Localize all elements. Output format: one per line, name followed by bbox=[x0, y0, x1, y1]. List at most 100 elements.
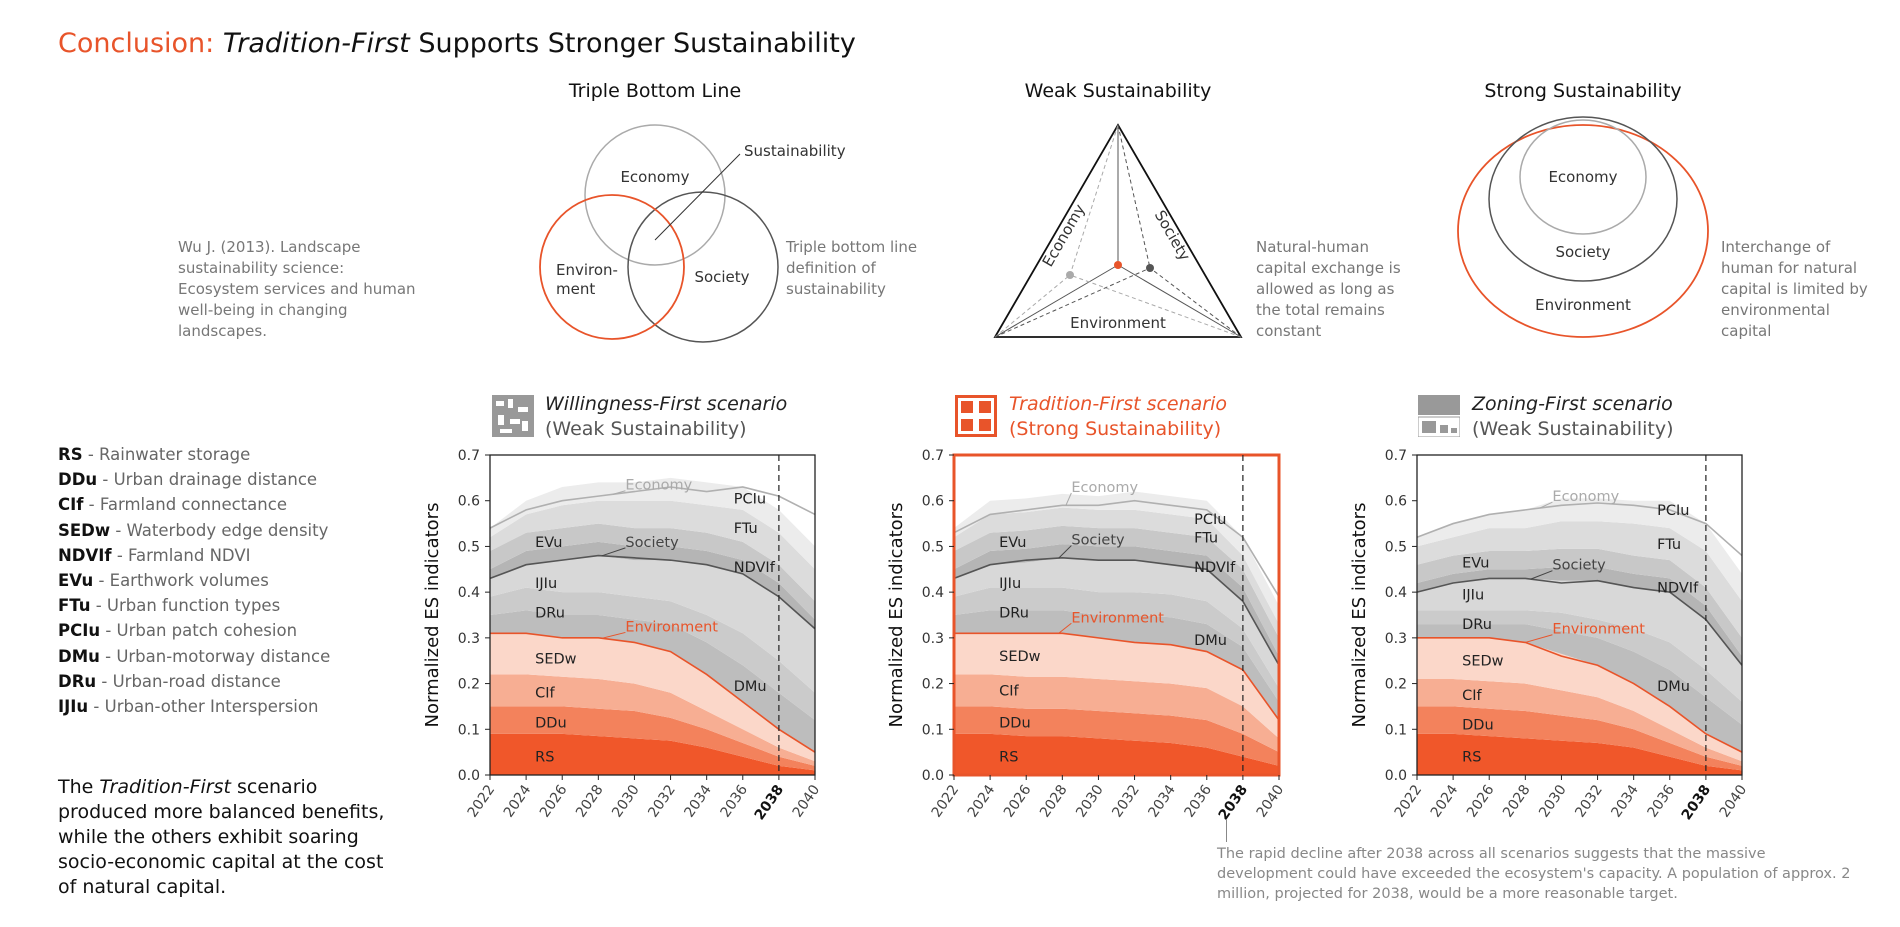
area-NDVIf bbox=[1417, 567, 1742, 666]
series-label-society: Society bbox=[625, 535, 679, 551]
area-DMu bbox=[490, 610, 815, 753]
area-DDu bbox=[1417, 706, 1742, 771]
y-tick-label: 0.6 bbox=[922, 494, 944, 510]
concept-diagrams: Economy Environ- ment Society Sustainabi… bbox=[539, 116, 1709, 343]
y-tick-label: 0.1 bbox=[922, 722, 944, 738]
tbl-environment-label-2: ment bbox=[556, 280, 595, 298]
legend-item: FTu - Urban function types bbox=[58, 596, 281, 616]
plot-frame bbox=[952, 453, 1281, 777]
series-label-society: Society bbox=[1071, 533, 1125, 549]
series-label-evu: EVu bbox=[999, 535, 1026, 551]
indicator-legend: RS - Rainwater storage DDu - Urban drain… bbox=[58, 442, 330, 719]
series-label-pciu: PCIu bbox=[734, 491, 766, 507]
series-label-rs: RS bbox=[999, 750, 1018, 766]
x-tick-label: 2026 bbox=[537, 782, 571, 820]
x-tick-label: 2034 bbox=[1608, 782, 1642, 820]
conclusion-text: The Tradition-First scenario produced mo… bbox=[58, 776, 385, 898]
line-society bbox=[953, 557, 1280, 666]
series-label-sedw: SEDw bbox=[1462, 654, 1504, 670]
tbl-sustainability-label: Sustainability bbox=[744, 142, 846, 160]
x-tick-label: 2032 bbox=[1109, 782, 1143, 820]
series-label-ftu: FTu bbox=[734, 521, 758, 537]
series-label-ndvif: NDVIf bbox=[734, 560, 776, 576]
y-tick-label: 0.1 bbox=[1385, 722, 1407, 738]
area-IJIu bbox=[490, 555, 815, 693]
y-tick-label: 0.7 bbox=[458, 448, 480, 464]
leader-line-economy bbox=[1539, 501, 1553, 509]
area-DMu bbox=[954, 610, 1279, 721]
area-DDu bbox=[490, 706, 815, 771]
series-label-evu: EVu bbox=[1462, 555, 1489, 571]
strong-economy-label: Economy bbox=[1548, 168, 1617, 186]
leader-line-economy bbox=[612, 490, 626, 495]
area-FTu bbox=[490, 500, 815, 602]
x-tick-label: 2040 bbox=[1717, 782, 1751, 820]
scenario-header-tradition: Tradition-First scenario (Strong Sustain… bbox=[1009, 393, 1228, 440]
x-tick-label: 2034 bbox=[681, 782, 715, 820]
weak-society-label: Society bbox=[1151, 207, 1194, 264]
series-label-ndvif: NDVIf bbox=[1657, 581, 1699, 597]
x-tick-label: 2022 bbox=[929, 782, 963, 820]
line-environment bbox=[490, 632, 816, 753]
weak-sustainability-diagram: Economy Society Environment bbox=[993, 123, 1243, 338]
series-label-ftu: FTu bbox=[1194, 530, 1218, 546]
tbl-environment-label-1: Environ- bbox=[556, 261, 618, 279]
tradition-scenario-icon bbox=[955, 395, 997, 437]
series-label-dmu: DMu bbox=[1657, 679, 1690, 695]
line-economy bbox=[1416, 502, 1743, 557]
series-label-cif: CIf bbox=[1462, 688, 1482, 704]
legend-item: CIf - Farmland connectance bbox=[58, 495, 287, 515]
y-tick-label: 0.6 bbox=[1385, 494, 1407, 510]
y-tick-label: 0.5 bbox=[922, 539, 944, 555]
y-tick-label: 0.7 bbox=[1385, 448, 1407, 464]
series-label-dmu: DMu bbox=[734, 679, 767, 695]
plot-frame bbox=[1416, 454, 1743, 776]
area-SEDw bbox=[954, 633, 1279, 739]
y-tick-label: 0.2 bbox=[1385, 677, 1407, 693]
footnote-pointer bbox=[1226, 820, 1227, 842]
series-label-economy: Economy bbox=[1552, 489, 1619, 505]
area-EVu bbox=[490, 523, 815, 620]
series-label-dru: DRu bbox=[1462, 617, 1492, 633]
plot-frame bbox=[489, 454, 816, 776]
x-tick-label: 2036 bbox=[718, 782, 752, 820]
y-tick-label: 0.1 bbox=[458, 722, 480, 738]
line-environment bbox=[954, 632, 1280, 721]
x-tick-label: 2024 bbox=[501, 782, 535, 820]
y-tick-label: 0.3 bbox=[458, 631, 480, 647]
series-label-ddu: DDu bbox=[1462, 718, 1494, 734]
x-tick-label: 2026 bbox=[1464, 782, 1498, 820]
y-tick-label: 0.5 bbox=[458, 539, 480, 555]
leader-line-environment bbox=[1525, 634, 1553, 643]
strong-title: Strong Sustainability bbox=[1484, 80, 1682, 102]
willingness-chart: 0.0 0.1 0.2 0.3 0.4 0.5 0.6 0.7 2022 2024 2026 2028… bbox=[422, 448, 823, 823]
legend-item: PCIu - Urban patch cohesion bbox=[58, 621, 298, 641]
area-FTu bbox=[954, 507, 1279, 638]
area-SEDw bbox=[490, 633, 815, 762]
weak-title: Weak Sustainability bbox=[1024, 80, 1212, 102]
area-DMu bbox=[1417, 624, 1742, 753]
tradition-chart: 0.0 0.1 0.2 0.3 0.4 0.5 0.6 0.7 2022 2024 2026 2028… bbox=[886, 448, 1287, 823]
series-label-sedw: SEDw bbox=[999, 649, 1041, 665]
x-tick-label: 2036 bbox=[1182, 782, 1216, 820]
x-tick-label: 2028 bbox=[1500, 782, 1534, 820]
x-tick-label: 2028 bbox=[573, 782, 607, 820]
area-CIf bbox=[954, 674, 1279, 753]
weak-environment-label: Environment bbox=[1070, 314, 1166, 332]
series-label-society: Society bbox=[1552, 558, 1606, 574]
triple-bottom-line-diagram: Economy Environ- ment Society Sustainabi… bbox=[539, 124, 846, 343]
y-tick-label: 0.5 bbox=[1385, 539, 1407, 555]
x-tick-label: 2022 bbox=[465, 782, 499, 820]
series-label-ijiu: IJIu bbox=[535, 576, 557, 592]
zoning-chart: 0.0 0.1 0.2 0.3 0.4 0.5 0.6 0.7 2022 2024 2026 2028… bbox=[1349, 448, 1751, 823]
x-tick-label: 2038 bbox=[1216, 782, 1251, 823]
strong-society-label: Society bbox=[1555, 243, 1610, 261]
series-label-ddu: DDu bbox=[535, 715, 567, 731]
line-economy bbox=[953, 499, 1280, 598]
area-IJIu bbox=[1417, 578, 1742, 702]
series-label-environment: Environment bbox=[1071, 610, 1164, 626]
area-PCIu bbox=[490, 477, 815, 570]
series-label-environment: Environment bbox=[625, 619, 718, 635]
area-RS bbox=[954, 733, 1279, 775]
series-label-dru: DRu bbox=[535, 606, 565, 622]
